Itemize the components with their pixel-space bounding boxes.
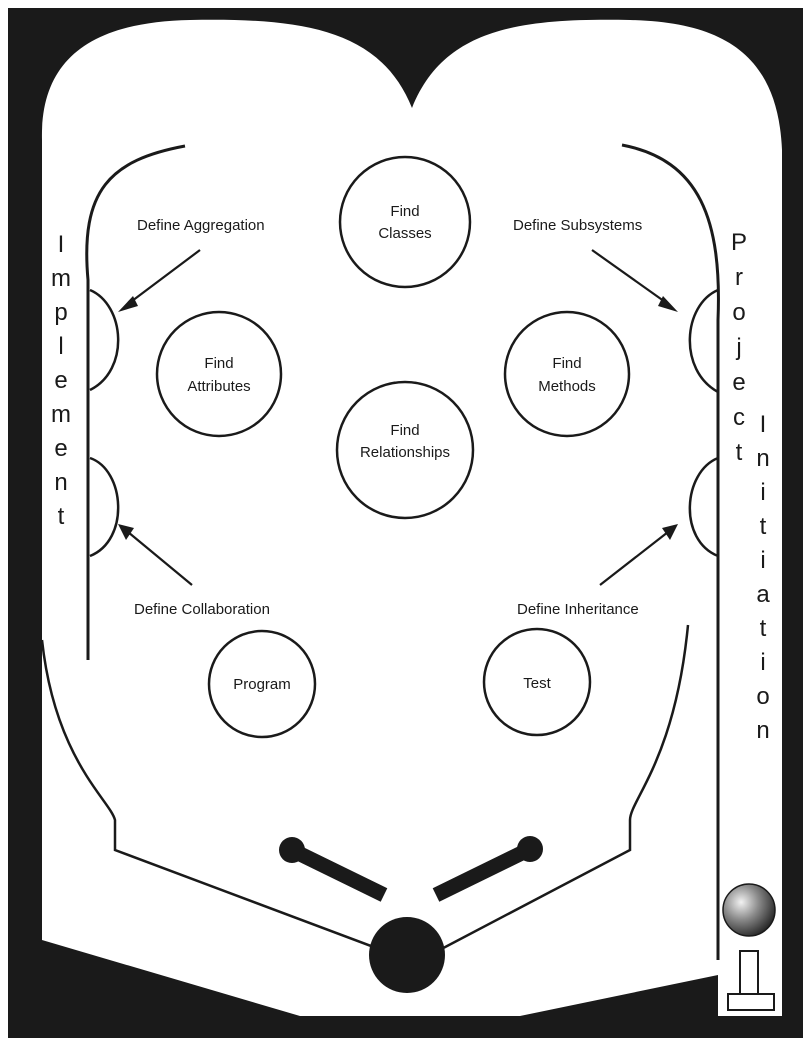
find-classes-line2: Classes [378,225,431,242]
project-letter: t [736,439,743,466]
bumper-find-relationships [335,380,475,520]
plunger-icon [727,950,775,1011]
left-inlane [40,639,396,957]
bottom-right-slope [520,975,718,1016]
implement-letter: e [54,367,67,394]
left-outer-lane [85,144,186,660]
initiation-letter: n [756,445,769,472]
flipper-left-icon [279,837,388,902]
kicker-left-upper [89,288,120,392]
initiation-letter: a [756,581,770,608]
define-aggregation-label: Define Aggregation [137,217,265,234]
project-letter: j [735,334,741,361]
find-attributes-line1: Find [204,355,233,372]
implement-letter: p [54,299,67,326]
plunger-ball-icon [722,883,776,937]
arrow-aggregation-head [118,296,138,312]
project-letter: e [732,369,745,396]
initiation-letter: t [760,615,767,642]
bottom-left-slope [42,940,300,1016]
find-methods-line2: Methods [538,378,596,395]
initiation-letter: n [756,717,769,744]
test-label: Test [523,675,551,692]
bumper-find-classes [338,155,472,289]
bumper-test [482,627,592,737]
arrow-collaboration [127,531,193,586]
kicker-right-upper [688,288,719,394]
implement-letter: m [51,265,71,292]
kicker-left-lower [89,456,120,558]
initiation-letter: i [760,547,765,574]
initiation-letter: I [760,411,767,438]
define-collaboration-label: Define Collaboration [134,601,270,618]
find-classes-line1: Find [390,203,419,220]
find-relationships-line1: Find [390,422,419,439]
arrow-inheritance-head [662,524,678,540]
flipper-right-icon [432,836,543,902]
implement-letter: I [58,231,65,258]
bumper-find-methods [503,310,631,438]
arrow-subsystems-head [658,296,678,312]
define-subsystems-label: Define Subsystems [513,217,642,234]
arrow-collaboration-head [118,524,134,540]
plunger-lane [718,883,782,1016]
bumper-program [207,629,317,739]
right-inlane [429,624,690,957]
program-label: Program [233,676,291,693]
arrow-inheritance [599,531,669,586]
project-letter: o [732,299,745,326]
initiation-letter: i [760,479,765,506]
project-letter: P [731,229,747,256]
implement-letter: t [58,503,65,530]
project-letter: c [733,404,745,431]
initiation-letter: i [760,649,765,676]
kicker-right-lower [688,456,719,558]
arrow-subsystems [591,249,669,305]
implement-letter: n [54,469,67,496]
right-outer-lane [621,143,720,960]
arrows [118,249,678,586]
define-inheritance-label: Define Inheritance [517,601,639,618]
drain-ball-icon [369,917,445,993]
implement-letter: e [54,435,67,462]
find-methods-line1: Find [552,355,581,372]
initiation-letter: t [760,513,767,540]
arrow-aggregation [127,249,201,305]
initiation-letter: o [756,683,769,710]
find-relationships-line2: Relationships [360,444,450,461]
implement-letter: m [51,401,71,428]
project-letter: r [735,264,743,291]
implement-letter: l [58,333,63,360]
bumper-find-attributes [155,310,283,438]
find-attributes-line2: Attributes [187,378,250,395]
